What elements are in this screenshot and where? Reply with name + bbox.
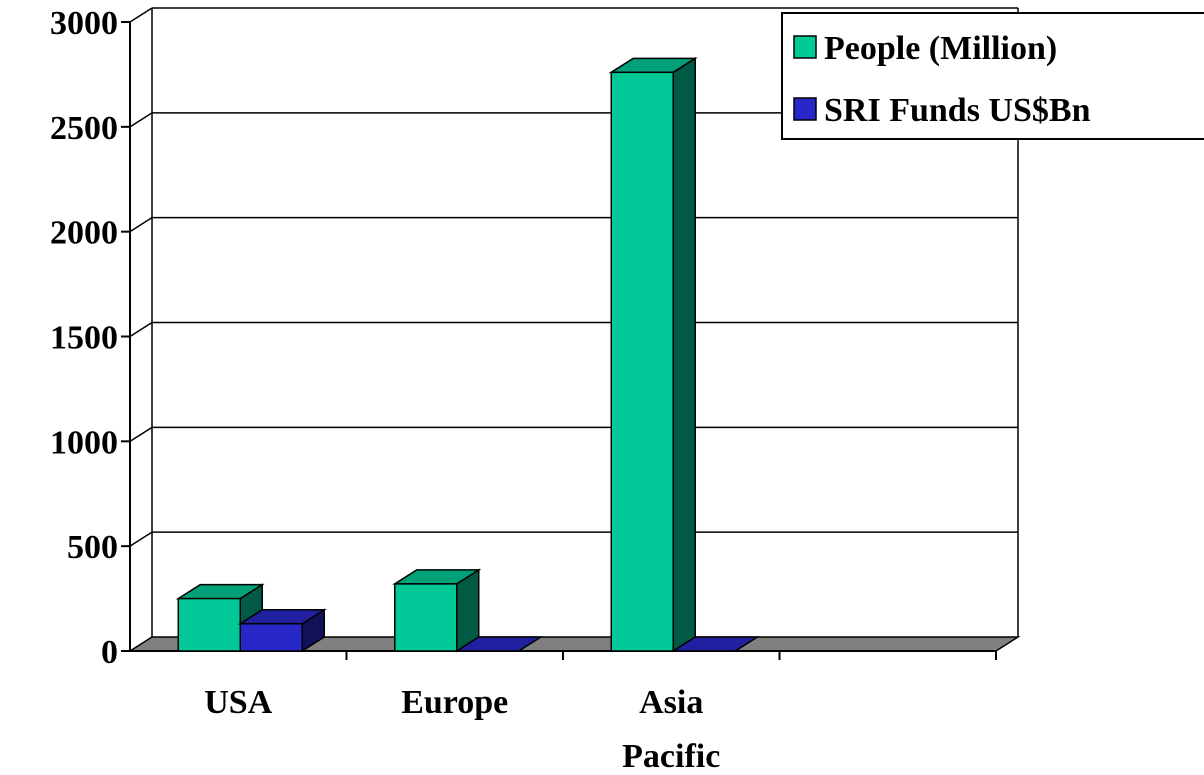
- y-tick-labels: 0 500 1000 1500 2000 2500 3000: [50, 5, 130, 671]
- gridline-side: [129, 531, 153, 547]
- y-tick-label: 1000: [50, 424, 118, 461]
- y-tick-label: 0: [101, 634, 118, 671]
- gridline-side: [129, 217, 153, 233]
- legend-box: [781, 12, 1204, 140]
- y-tick-label: 2500: [50, 110, 118, 147]
- legend-label: People (Million): [824, 30, 1057, 67]
- grid-lines: [129, 7, 1019, 637]
- y-tick-label: 500: [67, 529, 118, 566]
- category-label: USA: [204, 684, 272, 721]
- gridline-side: [129, 112, 153, 128]
- bars: [175, 56, 760, 653]
- category-label: Asia Pacific: [622, 684, 720, 775]
- bar-people-asia-pacific: [608, 56, 698, 653]
- bar-people-europe: [392, 568, 482, 653]
- y-tick-label: 3000: [50, 5, 118, 42]
- legend-swatch: [793, 35, 817, 59]
- y-tick-label: 1500: [50, 320, 118, 357]
- gridline-side: [129, 321, 153, 338]
- bar-sri-funds-europe: [454, 636, 544, 652]
- category-label: Europe: [401, 684, 508, 721]
- legend: People (Million) SRI Funds US$Bn: [781, 12, 1204, 140]
- gridline-side: [129, 426, 153, 442]
- y-tick-label: 2000: [50, 215, 118, 252]
- category-labels: USA Europe Asia Pacific: [204, 684, 720, 775]
- legend-swatch: [793, 97, 817, 121]
- bar-sri-funds-asia-pacific: [670, 636, 760, 652]
- gridline-side: [129, 7, 153, 23]
- bar-sri-funds-usa: [237, 608, 327, 653]
- legend-label: SRI Funds US$Bn: [824, 92, 1091, 129]
